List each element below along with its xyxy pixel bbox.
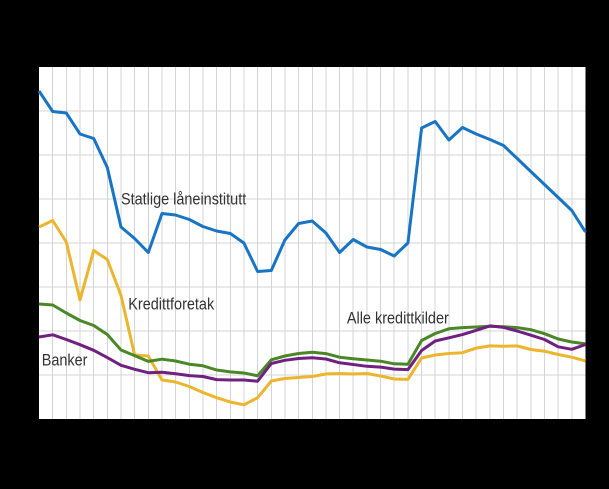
svg-text:Statlige låneinstitutt: Statlige låneinstitutt	[121, 189, 247, 208]
svg-text:Kredittforetak: Kredittforetak	[128, 295, 214, 313]
svg-text:Banker: Banker	[42, 351, 88, 369]
svg-text:Alle kredittkilder: Alle kredittkilder	[347, 310, 449, 328]
